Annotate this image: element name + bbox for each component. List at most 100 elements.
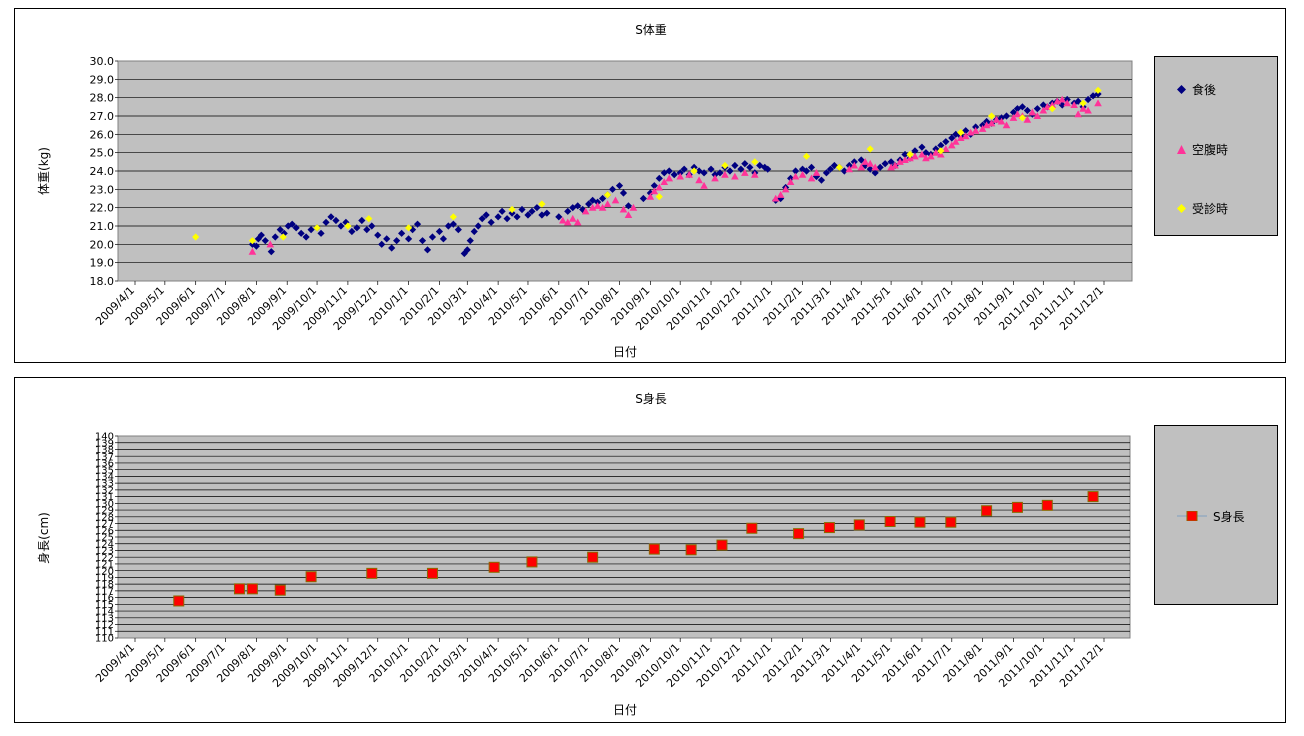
data-point [274,584,286,596]
data-point [1023,106,1031,115]
y-tick-label: 138 [95,445,114,456]
data-point [901,150,909,159]
data-point [655,183,664,191]
data-point [598,194,607,203]
data-point [786,178,795,186]
data-point [721,161,729,170]
data-point [981,505,993,517]
data-point [1048,101,1057,109]
data-point [393,237,401,245]
data-point [857,156,865,164]
data-point [418,237,427,245]
data-point [695,167,703,175]
data-point [573,218,582,226]
legend-label: 食後 [1192,83,1217,97]
data-point [956,134,965,142]
data-point [624,211,633,219]
data-point [987,112,996,120]
data-point [574,202,582,210]
data-point [248,247,257,255]
y-tick-label: 23.0 [90,183,115,196]
data-point [603,191,612,199]
data-point [498,207,506,215]
data-point [876,163,884,171]
data-point [365,215,373,223]
data-point [646,192,655,200]
data-point [962,127,970,135]
x-axis-label: 日付 [613,703,637,717]
chart-title: S身長 [635,391,667,406]
data-point [1070,101,1078,109]
data-point [957,128,965,137]
data-point [1033,112,1042,120]
data-point [528,207,536,215]
chart-title: S体重 [635,23,667,37]
data-point [776,191,785,198]
y-tick-label: 30.0 [90,55,115,68]
data-point [812,169,821,176]
data-point [665,167,673,175]
data-point [413,220,422,228]
data-point [746,522,758,534]
data-point [374,231,382,239]
data-point [791,172,800,180]
data-point [866,165,874,173]
y-tick-label: 135 [95,465,114,476]
y-tick-label: 128 [95,512,114,523]
data-point [463,246,471,254]
data-point [746,163,754,171]
data-point [588,203,597,211]
data-point [971,126,980,134]
data-point [1013,105,1022,113]
data-point [558,216,567,224]
data-point [629,203,638,211]
data-point [700,181,708,189]
data-point [305,571,317,583]
y-tick-label: 121 [95,560,114,571]
data-point [707,165,715,173]
data-point [914,516,926,528]
data-point [791,167,800,175]
data-point [751,158,759,166]
data-point [508,209,516,217]
data-point [564,207,572,215]
data-point [449,213,457,221]
data-point [297,229,305,237]
data-point [871,169,879,177]
weight-legend-item-after-meal: 食後 [1177,81,1216,98]
data-point [853,519,865,531]
data-point [348,227,356,236]
y-tick-label: 21.0 [90,220,115,233]
data-point [428,233,437,241]
data-point [685,544,697,556]
y-tick-label: 115 [95,600,114,611]
data-point [342,218,350,226]
data-point [891,161,899,169]
y-tick-label: 110 [95,634,114,645]
data-point [1018,103,1027,111]
data-point [439,235,448,243]
data-point [695,176,703,184]
data-point [660,169,668,177]
data-point [716,539,728,551]
data-point [1041,499,1053,511]
data-point [911,152,919,160]
data-point [1074,110,1082,118]
data-point [901,156,909,164]
data-point [922,154,930,162]
y-tick-label: 113 [95,613,114,624]
data-point [942,138,950,146]
data-point [741,160,749,168]
y-tick-label: 124 [95,539,114,550]
data-point [581,207,590,215]
data-point [680,165,688,173]
data-point [1087,491,1099,503]
data-point [488,561,500,573]
data-point [322,218,330,226]
data-point [261,237,269,245]
y-tick-label: 18.0 [90,275,115,288]
data-point [538,200,546,208]
data-point [918,143,926,151]
data-point [398,229,406,237]
data-point [449,220,457,228]
